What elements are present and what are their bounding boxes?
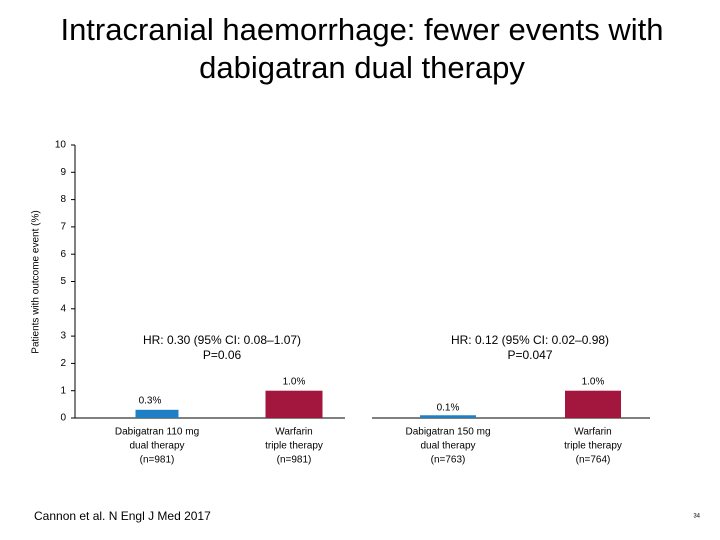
- x-tick-label: Warfarin: [275, 427, 312, 438]
- x-tick-label: (n=764): [576, 455, 611, 466]
- y-axis-label: Patients with outcome event (%): [31, 210, 42, 353]
- value-label: 1.0%: [582, 376, 605, 387]
- bar: [135, 409, 179, 418]
- chart-title: dabigatran dual therapy: [199, 50, 525, 85]
- bar: [265, 390, 323, 418]
- y-tick-label: 0: [60, 413, 66, 424]
- y-tick-label: 2: [60, 358, 66, 369]
- x-tick-label: triple therapy: [564, 441, 622, 452]
- page-number: 34: [693, 514, 700, 520]
- y-tick-label: 4: [60, 303, 66, 314]
- x-tick-label: (n=981): [277, 455, 312, 466]
- x-tick-label: dual therapy: [420, 441, 475, 452]
- chart-title: Intracranial haemorrhage: fewer events w…: [60, 12, 663, 47]
- x-tick-label: (n=981): [140, 455, 175, 466]
- x-tick-label: triple therapy: [265, 441, 323, 452]
- y-tick-label: 8: [60, 194, 66, 205]
- y-tick-label: 1: [60, 385, 66, 396]
- x-tick-label: Dabigatran 150 mg: [405, 427, 490, 438]
- value-label: 0.1%: [437, 403, 460, 414]
- annotation: P=0.06: [203, 348, 242, 362]
- x-tick-label: (n=763): [431, 455, 466, 466]
- bar: [565, 390, 621, 418]
- annotation: P=0.047: [507, 348, 552, 362]
- y-tick-label: 3: [60, 331, 66, 342]
- y-tick-label: 6: [60, 249, 66, 260]
- x-tick-label: dual therapy: [129, 441, 184, 452]
- y-tick-label: 9: [60, 167, 66, 178]
- y-tick-label: 7: [60, 222, 66, 233]
- value-label: 0.3%: [139, 395, 162, 406]
- annotation: HR: 0.30 (95% CI: 0.08–1.07): [143, 333, 301, 347]
- y-tick-label: 10: [55, 140, 67, 151]
- value-label: 1.0%: [283, 376, 306, 387]
- annotation: HR: 0.12 (95% CI: 0.02–0.98): [451, 333, 609, 347]
- y-tick-label: 5: [60, 276, 66, 287]
- x-tick-label: Dabigatran 110 mg: [115, 427, 199, 438]
- bar: [420, 415, 476, 418]
- x-tick-label: Warfarin: [574, 427, 611, 438]
- footnote: Cannon et al. N Engl J Med 2017: [34, 509, 211, 523]
